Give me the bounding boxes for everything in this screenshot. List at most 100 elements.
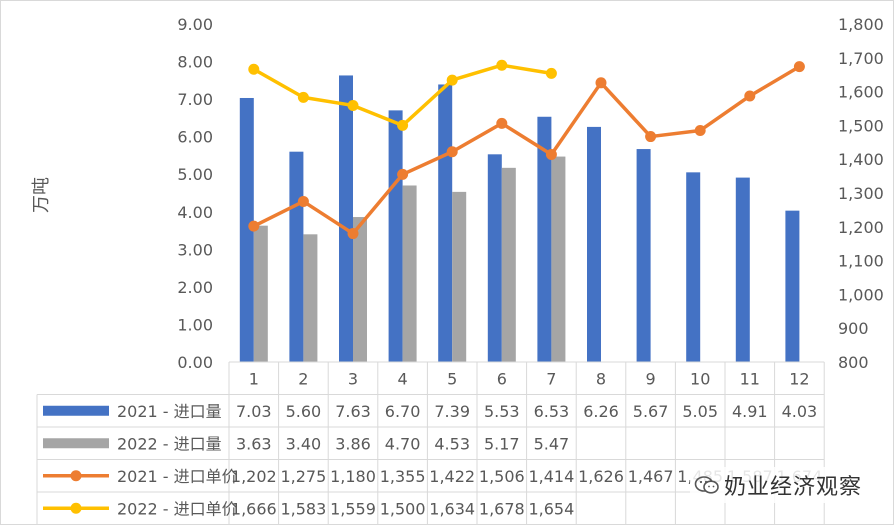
left-axis-tick-label: 4.00 [177,203,213,222]
data-label: 5.60 [286,402,322,421]
bar [537,116,552,362]
right-axis-tick-label: 1,100 [838,252,884,271]
legend-label: 2021 - 进口单价 [117,467,238,486]
data-label: 1,275 [280,467,326,486]
left-axis-title: 万吨 [31,177,52,213]
right-axis-tick-label: 1,000 [838,285,884,304]
right-axis-tick-label: 1,500 [838,116,884,135]
line-point [248,63,260,75]
data-label: 6.70 [385,402,421,421]
category-label: 6 [497,369,507,388]
data-label: 1,626 [578,467,624,486]
line-point [645,131,657,143]
data-label: 5.47 [534,434,570,453]
data-label: 6.26 [583,402,619,421]
left-axis-tick-label: 9.00 [177,15,213,34]
category-label: 12 [789,369,809,388]
right-axis-tick-label: 1,600 [838,83,884,102]
data-label: 7.63 [335,402,371,421]
bar [636,149,651,362]
bar [438,84,453,362]
data-label: 1,422 [429,467,475,486]
data-label: 5.17 [484,434,520,453]
data-label: 1,506 [479,467,525,486]
data-label: 1,202 [231,467,277,486]
bar [253,225,268,362]
line-point [446,146,458,158]
bar [587,126,601,362]
data-label: 5.67 [633,402,669,421]
data-label: 3.86 [335,434,371,453]
data-label: 3.63 [236,434,272,453]
series-line [253,65,801,236]
bar [303,234,318,362]
line-point [248,220,260,232]
left-axis-tick-label: 0.00 [177,353,213,372]
data-label: 7.39 [434,402,470,421]
left-axis-tick-label: 8.00 [177,53,213,72]
data-label: 4.91 [732,402,768,421]
legend-label: 2022 - 进口单价 [117,499,238,518]
data-label: 1,634 [429,499,475,518]
watermark: 奶业经济观察 [689,467,866,503]
legend-key-marker [70,470,82,482]
category-label: 7 [546,369,556,388]
category-label: 3 [348,369,358,388]
right-axis-tick-label: 800 [838,353,869,372]
legend-key [43,438,109,449]
legend-key [43,405,109,416]
right-axis-tick-label: 1,800 [838,15,884,34]
line-point [496,59,508,71]
data-label: 4.53 [434,434,470,453]
left-axis-tick-label: 1.00 [177,315,213,334]
line-point [744,90,756,102]
data-label: 5.53 [484,402,520,421]
line-point [297,91,309,103]
wechat-icon [694,476,719,494]
bar [785,210,800,362]
category-label: 10 [690,369,710,388]
line-point [545,67,557,79]
data-label: 1,559 [330,499,376,518]
left-axis-tick-label: 5.00 [177,165,213,184]
line-point [347,99,359,111]
category-label: 2 [298,369,308,388]
data-label: 4.70 [385,434,421,453]
line-point [347,228,359,240]
data-label: 7.03 [236,402,272,421]
line-point [694,124,706,136]
bar [501,167,516,362]
data-label: 1,355 [380,467,426,486]
right-axis-tick-label: 1,400 [838,150,884,169]
line-point [793,61,805,73]
bar [551,156,566,362]
data-label: 5.05 [682,402,718,421]
data-label: 1,666 [231,499,277,518]
data-label: 1,180 [330,467,376,486]
watermark-text: 奶业经济观察 [723,475,862,500]
legend-label: 2022 - 进口量 [117,434,222,453]
bar [289,151,304,362]
right-axis-tick-label: 900 [838,319,869,338]
bar [452,191,467,362]
left-axis-tick-label: 6.00 [177,128,213,147]
category-label: 9 [646,369,656,388]
data-label: 1,678 [479,499,525,518]
line-point [446,74,458,86]
bar [487,154,502,362]
bar [388,110,403,362]
line-point [595,77,607,89]
data-label: 1,654 [528,499,574,518]
category-label: 1 [249,369,259,388]
left-axis-tick-label: 7.00 [177,90,213,109]
right-axis-tick-label: 1,300 [838,184,884,203]
bar [735,177,750,362]
line-point [496,117,508,129]
left-axis-tick-label: 3.00 [177,240,213,259]
category-label: 4 [398,369,408,388]
bar [686,172,701,362]
line-point [297,195,309,207]
legend-key-marker [70,502,82,514]
